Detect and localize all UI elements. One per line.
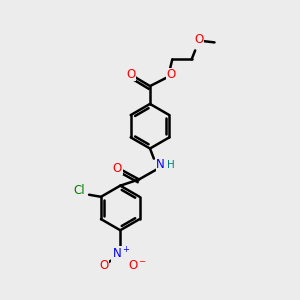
Text: O: O <box>126 68 136 81</box>
Text: $\mathregular{N^+}$: $\mathregular{N^+}$ <box>112 246 130 262</box>
Text: H: H <box>167 160 175 170</box>
Text: N: N <box>156 158 165 171</box>
Text: O: O <box>113 162 122 175</box>
Text: O: O <box>194 33 204 46</box>
Text: Cl: Cl <box>74 184 85 197</box>
Text: O: O <box>167 68 176 81</box>
Text: $\mathregular{O^-}$: $\mathregular{O^-}$ <box>128 260 147 272</box>
Text: O: O <box>99 260 109 272</box>
